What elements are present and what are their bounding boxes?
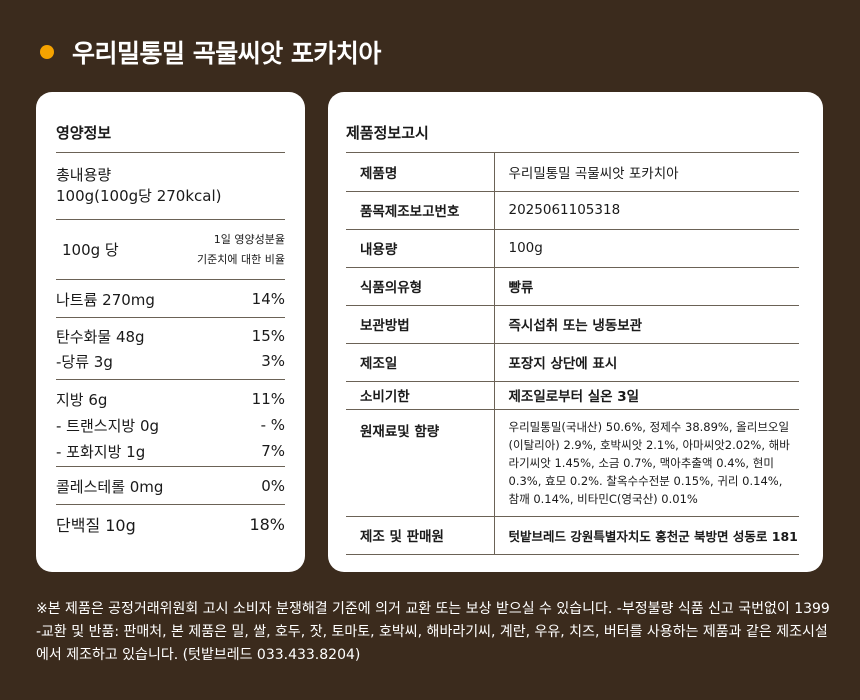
nutrient-row: 콜레스테롤 0mg 0%	[56, 467, 285, 505]
nutrient-row: - 트랜스지방 0g - %	[56, 412, 285, 438]
page-title: 우리밀통밀 곡물씨앗 포카치아	[40, 34, 381, 70]
row-value: 제조일로부터 실온 3일	[494, 381, 799, 410]
cholesterol-section: 콜레스테롤 0mg 0%	[56, 467, 285, 505]
total-section: 총내용량 100g(100g당 270kcal)	[56, 153, 285, 220]
row-label: 제조 및 판매원	[346, 516, 495, 555]
protein-section: 단백질 10g 18%	[56, 505, 285, 543]
nutrient-row: - 포화지방 1g 7%	[56, 438, 285, 464]
total-value: 100g(100g당 270kcal)	[56, 187, 222, 205]
nutrient-pct: 14%	[251, 290, 285, 308]
fat-section: 지방 6g 11% - 트랜스지방 0g - % - 포화지방 1g 7%	[56, 380, 285, 467]
table-row: 원재료및 함량 우리밀통밀(국내산) 50.6%, 정제수 38.89%, 올리브…	[346, 409, 799, 517]
table-row: 제품명 우리밀통밀 곡물씨앗 포카치아	[346, 153, 799, 192]
row-value: 우리밀통밀(국내산) 50.6%, 정제수 38.89%, 올리브오일(이탈리아…	[494, 409, 799, 517]
nutrient-row: 단백질 10g 18%	[56, 505, 285, 543]
dv-label-2: 기준치에 대한 비율	[197, 252, 285, 266]
nutrient-pct: 7%	[261, 442, 285, 460]
nutrient-row: 탄수화물 48g 15%	[56, 324, 285, 348]
table-row: 보관방법 즉시섭취 또는 냉동보관	[346, 305, 799, 344]
notice-text: ※본 제품은 공정거래위원회 고시 소비자 분쟁해결 기준에 의거 교환 또는 …	[36, 601, 830, 663]
row-value: 우리밀통밀 곡물씨앗 포카치아	[494, 153, 799, 192]
nutrient-pct: 0%	[261, 477, 285, 495]
row-label: 제조일	[346, 343, 495, 382]
table-row: 품목제조보고번호 2025061105318	[346, 191, 799, 230]
nutrient-pct: 11%	[251, 390, 285, 408]
table-row: 제조일 포장지 상단에 표시	[346, 343, 799, 382]
row-value: 빵류	[494, 267, 799, 306]
nutrition-heading: 영양정보	[56, 92, 285, 153]
row-label: 소비기한	[346, 381, 495, 410]
nutrition-card: 영양정보 총내용량 100g(100g당 270kcal) 100g 당 1일 …	[36, 92, 305, 572]
row-label: 품목제조보고번호	[346, 191, 495, 230]
row-value: 즉시섭취 또는 냉동보관	[494, 305, 799, 344]
nutrient-name: -당류 3g	[56, 352, 113, 371]
nutrient-row: -당류 3g 3%	[56, 348, 285, 374]
bullet-dot-icon	[40, 45, 54, 59]
nutrient-name: 탄수화물 48g	[56, 327, 145, 346]
table-row: 제조 및 판매원 텃밭브레드 강원특별자치도 홍천군 북방면 성동로 181	[346, 516, 799, 555]
nutrient-row: 지방 6g 11%	[56, 386, 285, 412]
nutrient-pct: 3%	[261, 352, 285, 370]
table-row: 내용량 100g	[346, 229, 799, 268]
product-info-card: 제품정보고시 제품명 우리밀통밀 곡물씨앗 포카치아 품목제조보고번호 202506…	[328, 92, 823, 572]
row-label: 보관방법	[346, 305, 495, 344]
row-label: 식품의유형	[346, 267, 495, 306]
row-value: 포장지 상단에 표시	[494, 343, 799, 382]
nutrient-pct: 18%	[249, 514, 285, 534]
nutrient-name: 지방 6g	[56, 390, 108, 409]
nutrient-name: 콜레스테롤 0mg	[56, 477, 164, 496]
table-row: 소비기한 제조일로부터 실온 3일	[346, 381, 799, 410]
dv-label-1: 1일 영양성분율	[213, 232, 285, 246]
nutrient-row: 나트륨 270mg 14%	[56, 280, 285, 318]
row-value: 2025061105318	[494, 191, 799, 230]
per-label: 100g 당	[62, 241, 119, 259]
total-label: 총내용량	[56, 166, 112, 184]
row-label: 제품명	[346, 153, 495, 192]
nutrient-pct: - %	[260, 416, 285, 434]
product-title: 우리밀통밀 곡물씨앗 포카치아	[72, 39, 381, 68]
product-info-heading: 제품정보고시	[346, 92, 799, 153]
row-label: 원재료및 함량	[346, 409, 495, 517]
row-value: 텃밭브레드 강원특별자치도 홍천군 북방면 성동로 181	[494, 516, 799, 555]
nutrient-name: - 트랜스지방 0g	[56, 416, 160, 435]
row-value: 100g	[494, 229, 799, 268]
product-info-table: 제품명 우리밀통밀 곡물씨앗 포카치아 품목제조보고번호 2025061105318…	[346, 153, 799, 555]
nutrient-name: - 포화지방 1g	[56, 442, 146, 461]
row-label: 내용량	[346, 229, 495, 268]
carb-section: 탄수화물 48g 15% -당류 3g 3%	[56, 318, 285, 380]
sodium-section: 나트륨 270mg 14%	[56, 280, 285, 318]
nutrient-name: 나트륨 270mg	[56, 290, 155, 309]
nutrient-name: 단백질 10g	[56, 516, 136, 535]
table-row: 식품의유형 빵류	[346, 267, 799, 306]
nutrient-pct: 15%	[251, 327, 285, 345]
